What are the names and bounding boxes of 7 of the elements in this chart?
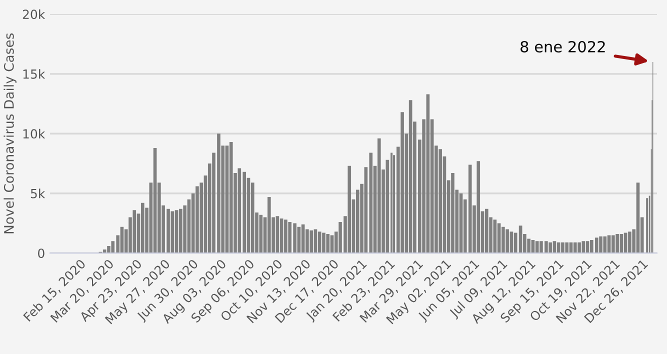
- y-tick-label: 20k: [22, 9, 46, 20]
- y-tick-label: 15k: [23, 69, 46, 79]
- y-axis-title: Novel Coronavirus Daily Cases: [4, 33, 16, 234]
- y-tick-label: 5k: [30, 188, 46, 198]
- y-tick-label: 0: [38, 248, 44, 258]
- annotation: 8 ene 2022: [520, 40, 605, 52]
- y-tick-label: 10k: [23, 128, 46, 139]
